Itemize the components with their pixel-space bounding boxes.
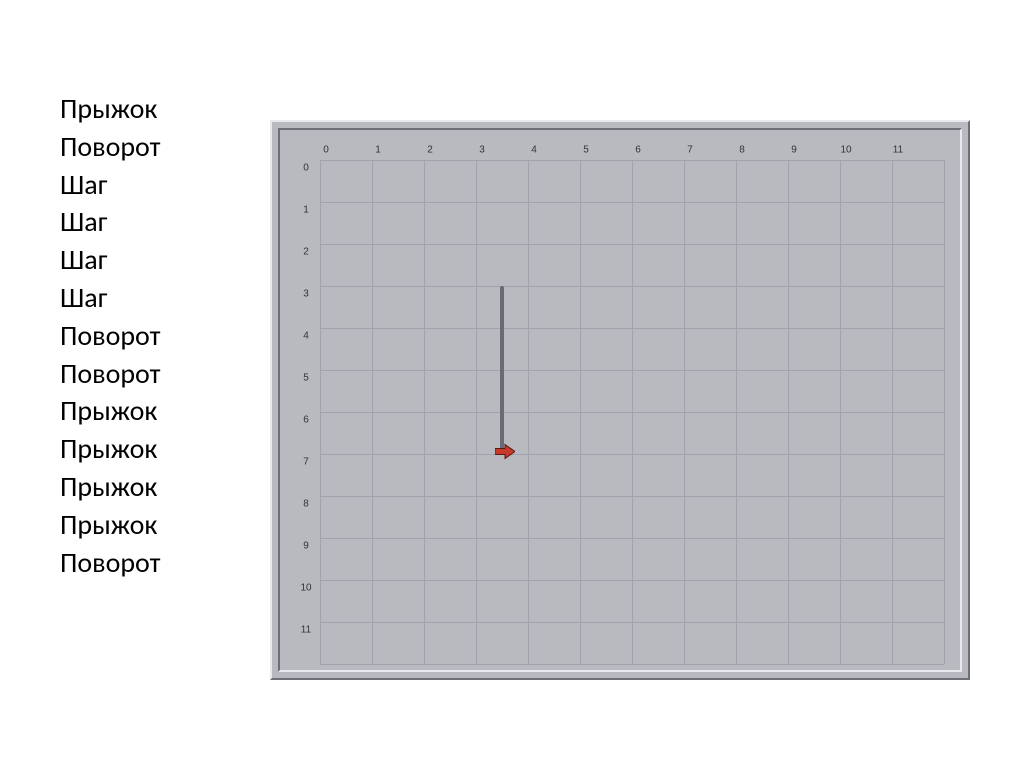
list-item: Прыжок — [60, 90, 160, 128]
list-item: Шаг — [60, 279, 160, 317]
x-axis-label: 11 — [893, 145, 903, 156]
y-axis-label: 4 — [303, 331, 309, 342]
y-axis-label: 1 — [303, 205, 309, 216]
list-item: Шаг — [60, 241, 160, 279]
list-item: Шаг — [60, 166, 160, 204]
y-axis-label: 8 — [303, 499, 309, 510]
grid-line-horizontal — [320, 370, 944, 371]
grid-line-horizontal — [320, 580, 944, 581]
x-axis-label: 1 — [375, 145, 381, 156]
list-item: Прыжок — [60, 468, 160, 506]
turtle-field-inner: 0 1 2 3 4 5 6 7 8 9 10 11 0 1 2 3 4 5 6 7 8 9 10 11 — [278, 128, 962, 672]
y-axis-label: 11 — [301, 625, 311, 636]
trace-segment — [500, 286, 504, 454]
list-item: Поворот — [60, 317, 160, 355]
list-item: Поворот — [60, 128, 160, 166]
x-axis-label: 5 — [583, 145, 589, 156]
y-axis-label: 0 — [303, 163, 309, 174]
list-item: Прыжок — [60, 392, 160, 430]
y-axis-label: 6 — [303, 415, 309, 426]
list-item: Прыжок — [60, 506, 160, 544]
grid-area[interactable]: 0123456789101101234567891011 — [320, 160, 944, 664]
x-axis-label: 2 — [427, 145, 433, 156]
grid-line-horizontal — [320, 244, 944, 245]
grid-line-vertical — [944, 160, 945, 664]
x-axis-label: 8 — [739, 145, 745, 156]
list-item: Прыжок — [60, 430, 160, 468]
grid-line-horizontal — [320, 412, 944, 413]
x-axis-label: 7 — [687, 145, 693, 156]
x-axis-label: 6 — [635, 145, 641, 156]
grid-line-horizontal — [320, 664, 944, 665]
turtle-field-panel: 0 1 2 3 4 5 6 7 8 9 10 11 0 1 2 3 4 5 6 7 8 9 10 11 — [270, 120, 970, 680]
x-axis-label: 0 — [323, 145, 329, 156]
x-axis-label: 4 — [531, 145, 537, 156]
grid-line-horizontal — [320, 622, 944, 623]
grid-line-horizontal — [320, 286, 944, 287]
list-item: Шаг — [60, 203, 160, 241]
y-axis-label: 5 — [303, 373, 309, 384]
x-axis-label: 3 — [479, 145, 485, 156]
x-axis-label: 10 — [840, 145, 851, 156]
y-axis-label: 3 — [303, 289, 309, 300]
list-item: Поворот — [60, 355, 160, 393]
stage: Прыжок Поворот Шаг Шаг Шаг Шаг Поворот П… — [0, 0, 1024, 767]
command-list: Прыжок Поворот Шаг Шаг Шаг Шаг Поворот П… — [60, 90, 160, 581]
x-axis-label: 9 — [791, 145, 797, 156]
grid-line-horizontal — [320, 538, 944, 539]
grid-line-horizontal — [320, 454, 944, 455]
y-axis-label: 9 — [303, 541, 309, 552]
y-axis-label: 7 — [303, 457, 309, 468]
grid-line-horizontal — [320, 202, 944, 203]
grid-line-horizontal — [320, 328, 944, 329]
grid-line-horizontal — [320, 496, 944, 497]
y-axis-label: 2 — [303, 247, 309, 258]
turtle-cursor[interactable] — [495, 443, 515, 466]
y-axis-label: 10 — [300, 583, 311, 594]
grid-line-horizontal — [320, 160, 944, 161]
list-item: Поворот — [60, 544, 160, 582]
